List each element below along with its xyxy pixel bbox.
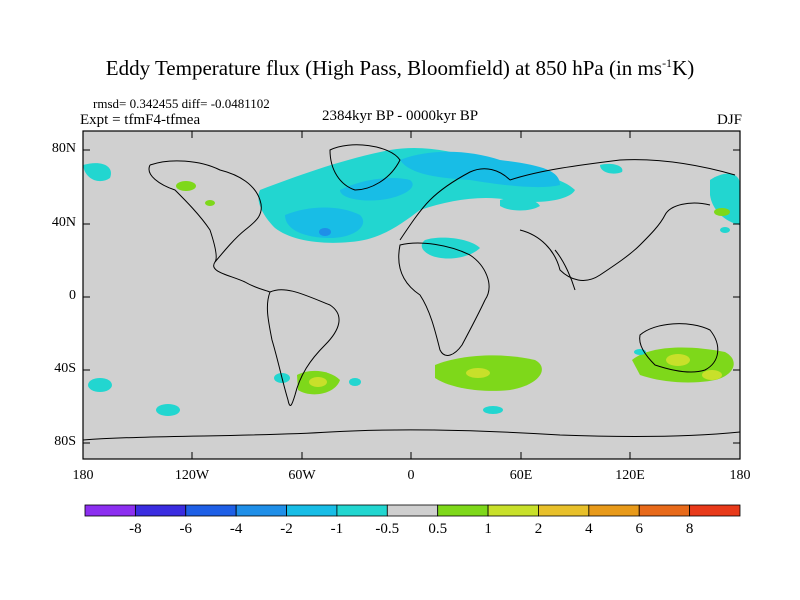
- field-canada-green: [205, 200, 215, 206]
- anomaly-fields: [83, 148, 740, 416]
- colorbar-label: -0.5: [375, 521, 400, 537]
- colorbar-swatch: [134, 504, 187, 517]
- stats-label: rmsd= 0.342455 diff= -0.0481102: [93, 96, 270, 111]
- lon-label-180e: 180: [729, 468, 751, 483]
- coast-europe: [399, 168, 511, 241]
- colorbar-swatch: [286, 504, 338, 517]
- field-atlantic-south-cyan: [349, 378, 361, 386]
- field-atlantic-core: [285, 207, 364, 238]
- coast-africa: [398, 242, 490, 356]
- lon-label-60w: 60W: [288, 468, 316, 483]
- colorbar-label: -2: [280, 521, 293, 537]
- lon-label-60e: 60E: [509, 468, 533, 483]
- field-central-asia: [500, 197, 540, 211]
- colorbar-label: -8: [129, 521, 142, 537]
- colorbar-swatch: [638, 504, 691, 517]
- lon-label-120w: 120W: [174, 468, 210, 483]
- colorbar-swatch: [689, 504, 741, 517]
- colorbar-swatch: [84, 504, 136, 517]
- field-pacific-green: [714, 208, 730, 216]
- coast-asia: [509, 159, 736, 281]
- colorbar-label: -1: [330, 521, 344, 537]
- field-south-atlantic-yellow: [466, 368, 490, 378]
- colorbar-label: 8: [685, 521, 694, 537]
- field-tasman-yellow: [702, 370, 722, 380]
- colorbar-swatch: [588, 504, 640, 517]
- colorbar-label: 1: [484, 521, 492, 537]
- lat-label-40s: 40S: [54, 361, 76, 376]
- coast-na-west: [148, 164, 217, 263]
- coast-north-america: [149, 160, 271, 293]
- field-atlantic-max: [319, 228, 331, 236]
- coast-south-america: [266, 289, 340, 406]
- field-south-america-yellow: [309, 377, 327, 387]
- colorbar: [84, 504, 741, 517]
- colorbar-swatch: [538, 504, 590, 517]
- field-siberia: [600, 163, 623, 174]
- colorbar-label: 0.5: [428, 521, 448, 537]
- lon-ticks: [191, 131, 631, 459]
- colorbar-swatch: [386, 504, 439, 517]
- season-label: DJF: [716, 112, 742, 128]
- field-south-pacific-cyan1: [88, 378, 112, 392]
- colorbar-label: 4: [585, 521, 593, 537]
- lat-label-0: 0: [69, 288, 76, 303]
- colorbar-label: -6: [179, 521, 193, 537]
- colorbar-swatch: [487, 504, 539, 517]
- field-north-pacific: [710, 173, 740, 225]
- field-alaska-green: [176, 181, 196, 191]
- field-atlantic-core2: [340, 178, 413, 201]
- coast-india: [554, 249, 576, 291]
- lat-ticks: [83, 149, 740, 444]
- coast-greenland: [329, 144, 401, 191]
- field-pacific-cyan: [720, 227, 730, 233]
- lon-label-180w: 180: [72, 468, 94, 483]
- coast-australia: [639, 323, 719, 373]
- field-indian-cyan: [483, 406, 503, 414]
- colorbar-swatch: [235, 504, 287, 517]
- lat-label-40n: 40N: [51, 215, 76, 230]
- title-text: Eddy Temperature flux (High Pass, Bloomf…: [105, 56, 663, 80]
- colorbar-swatch: [437, 504, 489, 517]
- lat-label-80s: 80S: [54, 434, 76, 449]
- field-australia-yellow: [666, 354, 690, 366]
- colorbar-swatch: [185, 504, 237, 517]
- coastlines: [83, 144, 740, 441]
- lon-label-120e: 120E: [615, 468, 645, 483]
- colorbar-label: 2: [534, 521, 543, 537]
- plot-title: Eddy Temperature flux (High Pass, Bloomf…: [0, 56, 800, 81]
- title-superscript: -1: [662, 56, 673, 70]
- expt-label: Expt = tfmF4-tfmea: [80, 112, 201, 128]
- coast-antarctica: [83, 429, 740, 441]
- colorbar-label: -4: [229, 521, 243, 537]
- title-end: K): [672, 56, 695, 80]
- colorbar-label: 6: [635, 521, 643, 537]
- field-bering-west: [83, 163, 111, 182]
- period-label: 2384kyr BP - 0000kyr BP: [322, 108, 479, 124]
- colorbar-swatch: [336, 504, 388, 517]
- field-south-pacific-cyan2: [156, 404, 180, 416]
- lat-label-80n: 80N: [51, 141, 76, 156]
- lon-label-0: 0: [407, 468, 415, 483]
